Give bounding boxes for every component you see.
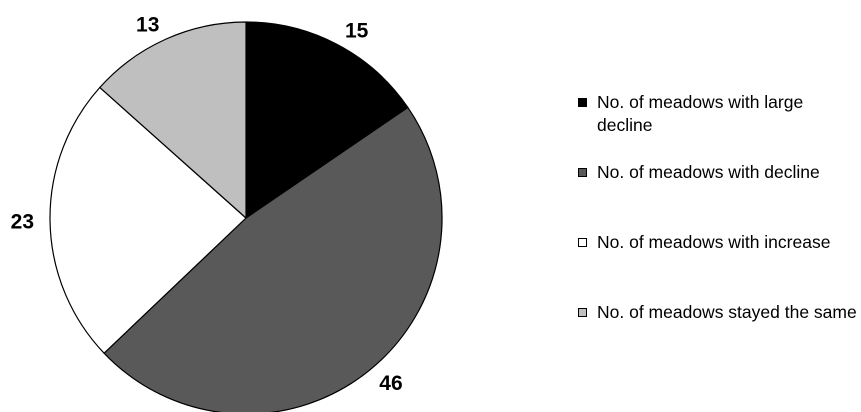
legend-swatch-4 bbox=[578, 308, 587, 317]
legend-item-3: No. of meadows with increase bbox=[578, 231, 858, 301]
legend-label-3: No. of meadows with increase bbox=[597, 232, 831, 252]
pie-slice-1 bbox=[245, 21, 409, 219]
legend-item-1: No. of meadows with large decline bbox=[578, 91, 858, 161]
legend-label-4: No. of meadows stayed the same bbox=[597, 302, 857, 322]
legend-swatch-3 bbox=[578, 238, 587, 247]
pie-data-labels: 15 46 23 13 bbox=[11, 14, 403, 395]
pie-slice-3 bbox=[49, 86, 247, 354]
legend-item-4: No. of meadows stayed the same bbox=[578, 301, 858, 371]
data-label-2: 46 bbox=[379, 372, 402, 395]
legend-swatch-2 bbox=[578, 168, 587, 177]
legend-label-1: No. of meadows with large decline bbox=[597, 92, 804, 135]
legend-item-2: No. of meadows with decline bbox=[578, 161, 858, 231]
data-label-4: 13 bbox=[136, 14, 159, 37]
legend-label-2: No. of meadows with decline bbox=[597, 162, 820, 182]
data-label-3: 23 bbox=[11, 210, 34, 233]
pie-slices bbox=[49, 21, 443, 412]
data-label-1: 15 bbox=[345, 20, 369, 43]
legend-swatch-1 bbox=[578, 98, 587, 107]
chart-legend: No. of meadows with large decline No. of … bbox=[578, 91, 858, 371]
pie-slice-4 bbox=[99, 21, 247, 219]
pie-slice-2 bbox=[103, 106, 443, 412]
